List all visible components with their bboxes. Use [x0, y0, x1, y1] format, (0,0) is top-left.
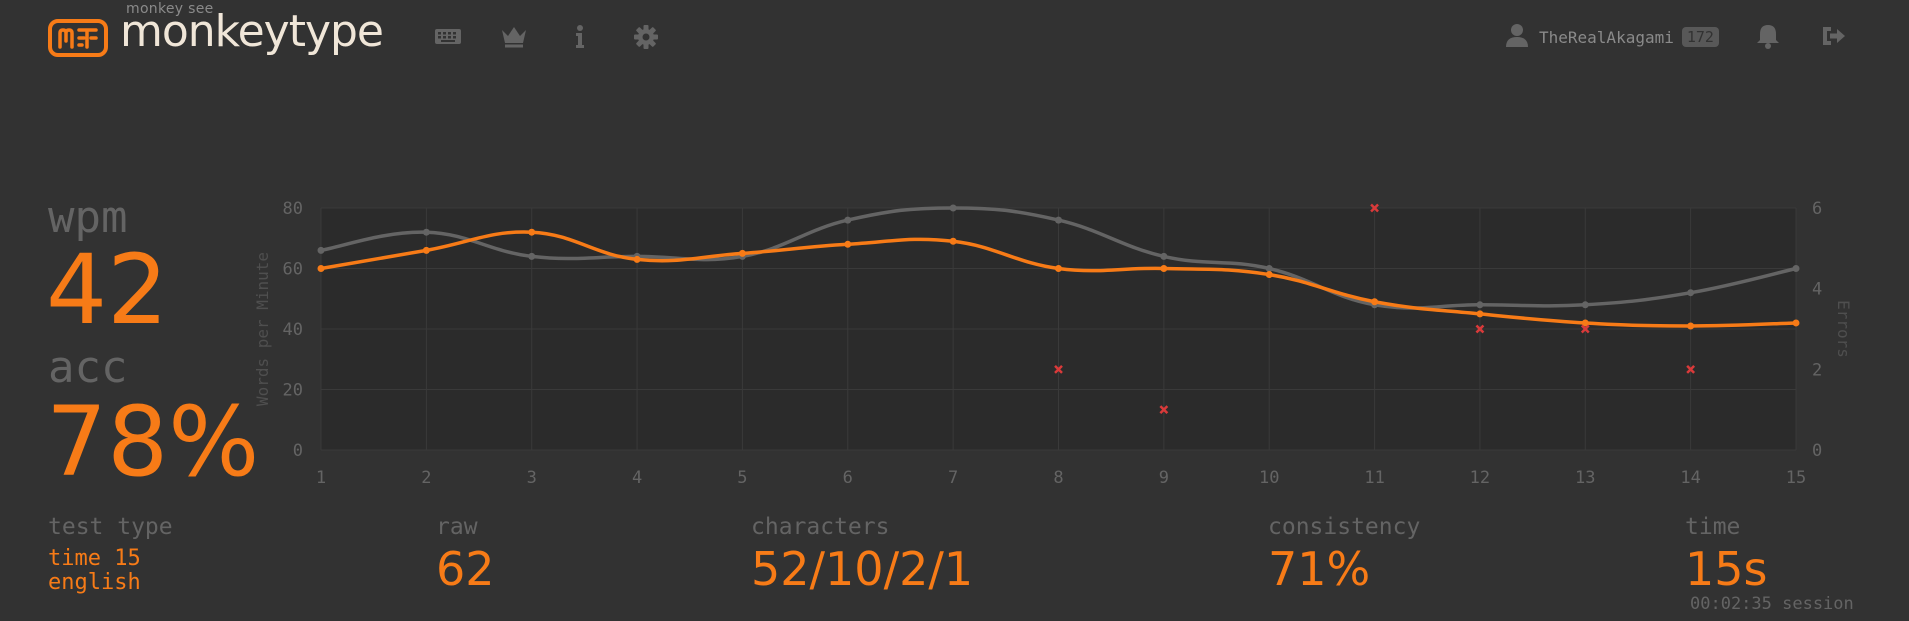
x-tick-label: 11 [1364, 468, 1384, 488]
x-tick-label: 14 [1680, 468, 1700, 488]
account-button[interactable]: TheRealAkagami 172 [1505, 22, 1719, 52]
raw-point [1687, 289, 1695, 297]
y2-tick-label: 6 [1812, 199, 1822, 219]
gear-icon[interactable] [630, 20, 662, 52]
acc-value: 78% [46, 386, 260, 498]
raw-point [1476, 301, 1484, 309]
raw-label: raw [436, 514, 478, 540]
y2-tick-label: 0 [1812, 441, 1822, 461]
characters-value: 52/10/2/1 [751, 542, 974, 596]
user-icon [1505, 22, 1529, 52]
x-tick-label: 1 [316, 468, 326, 488]
time-value: 15s [1685, 542, 1768, 596]
y-tick-label: 40 [283, 320, 303, 340]
wpm-point [1055, 265, 1062, 272]
x-tick-label: 13 [1575, 468, 1595, 488]
characters-label: characters [751, 514, 890, 540]
y2-tick-label: 4 [1812, 280, 1822, 300]
x-tick-label: 12 [1470, 468, 1490, 488]
wpm-point [1792, 319, 1800, 327]
error-marker [1686, 364, 1696, 374]
raw-point [949, 204, 957, 212]
x-tick-label: 7 [948, 468, 958, 488]
wpm-point [738, 249, 746, 257]
wpm-point [1476, 310, 1484, 318]
y-tick-label: 20 [283, 381, 303, 401]
time-label: time [1685, 514, 1741, 540]
acc-label: acc [48, 342, 128, 393]
raw-point [844, 216, 852, 224]
error-marker [1580, 324, 1590, 334]
x-tick-label: 15 [1786, 468, 1806, 488]
wpm-point [528, 228, 536, 236]
session-time: 00:02:35 session [1690, 594, 1854, 614]
error-marker [1370, 203, 1379, 213]
test-type-language[interactable]: english [48, 570, 141, 595]
crown-icon[interactable] [498, 20, 530, 52]
wpm-point [1160, 265, 1168, 272]
bell-icon[interactable] [1752, 20, 1784, 52]
info-icon[interactable] [564, 20, 596, 52]
monkeytype-logo-icon[interactable] [48, 19, 108, 61]
y-tick-label: 0 [293, 441, 303, 461]
consistency-label: consistency [1268, 514, 1421, 540]
error-marker [1159, 405, 1169, 415]
wpm-point [422, 246, 430, 254]
error-marker-stroke [1370, 203, 1379, 213]
raw-point [1160, 252, 1168, 260]
y2-axis-label: Errors [1834, 300, 1853, 358]
wpm-point [633, 255, 641, 263]
raw-point [1581, 301, 1589, 309]
raw-point [1055, 216, 1062, 224]
y-axis-label: Words per Minute [253, 252, 272, 406]
wpm-point [844, 240, 852, 248]
raw-point [317, 246, 325, 254]
raw-point [1265, 265, 1273, 272]
wpm-point [1687, 322, 1695, 330]
wpm-label: wpm [48, 192, 128, 243]
x-tick-label: 5 [737, 468, 747, 488]
consistency-value: 71% [1268, 542, 1371, 596]
level-badge: 172 [1681, 27, 1719, 47]
error-marker-stroke [1054, 364, 1063, 374]
logout-icon[interactable] [1818, 20, 1850, 52]
wpm-point [949, 237, 957, 245]
raw-value: 62 [436, 542, 495, 596]
test-type-mode[interactable]: time 15 [48, 546, 141, 571]
raw-point [528, 252, 536, 260]
x-tick-label: 6 [843, 468, 853, 488]
wpm-point [1581, 319, 1589, 327]
error-marker [1475, 324, 1485, 334]
raw-point [422, 228, 430, 236]
x-tick-label: 2 [421, 468, 431, 488]
wpm-point [317, 265, 325, 272]
logo-tagline: monkey see [126, 1, 214, 17]
error-marker-stroke [1580, 324, 1590, 334]
username: TheRealAkagami [1539, 27, 1674, 47]
x-tick-label: 4 [632, 468, 642, 488]
error-marker-stroke [1159, 405, 1169, 415]
wpm-point [1265, 271, 1273, 279]
x-tick-label: 9 [1159, 468, 1169, 488]
x-tick-label: 3 [527, 468, 537, 488]
error-marker [1054, 364, 1063, 374]
y-tick-label: 80 [283, 199, 303, 219]
error-marker-stroke [1686, 364, 1696, 374]
wpm-point [1371, 298, 1379, 306]
keyboard-icon[interactable] [432, 20, 464, 52]
x-tick-label: 10 [1259, 468, 1279, 488]
x-tick-label: 8 [1053, 468, 1063, 488]
y2-tick-label: 2 [1812, 360, 1822, 380]
test-type-label: test type [48, 514, 173, 540]
logo-title[interactable]: monkeytype [120, 6, 384, 57]
wpm-value: 42 [46, 234, 169, 346]
y-tick-label: 60 [283, 260, 303, 280]
error-marker-stroke [1475, 324, 1485, 334]
raw-point [1792, 265, 1800, 272]
